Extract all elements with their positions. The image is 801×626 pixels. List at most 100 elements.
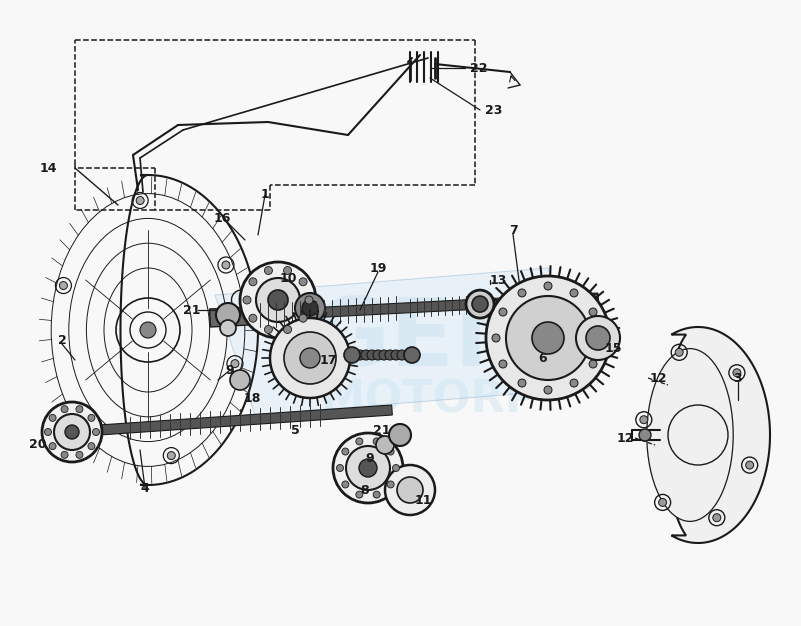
- Circle shape: [240, 262, 316, 338]
- Circle shape: [270, 318, 350, 398]
- Circle shape: [333, 433, 403, 503]
- Circle shape: [713, 514, 721, 521]
- Circle shape: [544, 282, 552, 290]
- Circle shape: [506, 296, 590, 380]
- Circle shape: [216, 303, 240, 327]
- Circle shape: [367, 350, 377, 360]
- Text: 20: 20: [30, 438, 46, 451]
- Circle shape: [54, 414, 90, 450]
- Text: 22: 22: [470, 61, 488, 74]
- Circle shape: [136, 197, 144, 205]
- Text: 14: 14: [39, 162, 57, 175]
- Circle shape: [344, 347, 360, 363]
- Text: 12: 12: [616, 431, 634, 444]
- Text: 7: 7: [509, 223, 517, 237]
- Circle shape: [404, 347, 420, 363]
- Circle shape: [379, 350, 389, 360]
- Circle shape: [387, 448, 394, 455]
- Text: 8: 8: [360, 483, 369, 496]
- Circle shape: [596, 334, 604, 342]
- Circle shape: [387, 481, 394, 488]
- Text: 23: 23: [485, 103, 502, 116]
- Circle shape: [75, 409, 83, 418]
- Circle shape: [544, 386, 552, 394]
- Text: 15: 15: [605, 342, 622, 354]
- Circle shape: [640, 416, 648, 424]
- Circle shape: [243, 296, 251, 304]
- Circle shape: [355, 350, 365, 360]
- Circle shape: [499, 308, 507, 316]
- Text: 9: 9: [366, 451, 374, 464]
- Circle shape: [346, 446, 390, 490]
- Circle shape: [61, 406, 68, 413]
- Circle shape: [222, 261, 230, 269]
- Circle shape: [65, 425, 79, 439]
- Circle shape: [300, 348, 320, 368]
- Circle shape: [295, 293, 325, 323]
- Circle shape: [249, 278, 257, 286]
- Circle shape: [264, 267, 272, 275]
- Text: 17: 17: [320, 354, 336, 366]
- Circle shape: [492, 334, 500, 342]
- Circle shape: [76, 451, 83, 458]
- Circle shape: [230, 370, 250, 390]
- Circle shape: [140, 322, 156, 338]
- Circle shape: [639, 429, 651, 441]
- Circle shape: [42, 402, 102, 462]
- Circle shape: [299, 278, 307, 286]
- Circle shape: [518, 289, 526, 297]
- Circle shape: [397, 350, 407, 360]
- Circle shape: [589, 360, 597, 368]
- Circle shape: [49, 414, 56, 421]
- Ellipse shape: [646, 349, 733, 521]
- Text: 1: 1: [260, 188, 269, 202]
- Circle shape: [385, 465, 435, 515]
- Polygon shape: [557, 294, 598, 304]
- Circle shape: [356, 438, 363, 445]
- Circle shape: [589, 308, 597, 316]
- Text: 16: 16: [213, 212, 231, 225]
- Circle shape: [167, 451, 175, 459]
- Circle shape: [373, 350, 383, 360]
- Circle shape: [376, 436, 394, 454]
- Text: 18: 18: [244, 391, 260, 404]
- Circle shape: [361, 350, 371, 360]
- Circle shape: [284, 326, 292, 334]
- Circle shape: [284, 267, 292, 275]
- Circle shape: [356, 491, 363, 498]
- Text: 4: 4: [141, 481, 149, 495]
- Circle shape: [391, 350, 401, 360]
- Text: 12: 12: [650, 371, 666, 384]
- Circle shape: [532, 322, 564, 354]
- Circle shape: [88, 443, 95, 449]
- Circle shape: [746, 461, 754, 469]
- Circle shape: [733, 369, 741, 377]
- Circle shape: [518, 379, 526, 387]
- Text: 13: 13: [490, 274, 507, 287]
- Circle shape: [220, 320, 236, 336]
- Text: GEM: GEM: [312, 294, 548, 386]
- Text: 2: 2: [58, 334, 66, 347]
- Text: 6: 6: [539, 352, 547, 364]
- Text: 11: 11: [415, 493, 433, 506]
- Circle shape: [486, 276, 610, 400]
- Circle shape: [342, 448, 349, 455]
- Circle shape: [61, 451, 68, 458]
- Polygon shape: [210, 293, 598, 323]
- Circle shape: [305, 296, 313, 304]
- Circle shape: [570, 379, 578, 387]
- Polygon shape: [666, 327, 770, 543]
- Text: 19: 19: [369, 262, 387, 274]
- Circle shape: [466, 290, 494, 318]
- Circle shape: [256, 278, 300, 322]
- Circle shape: [389, 424, 411, 446]
- Circle shape: [59, 282, 67, 290]
- Polygon shape: [70, 405, 392, 437]
- Circle shape: [45, 429, 51, 436]
- Circle shape: [472, 296, 488, 312]
- Text: 10: 10: [280, 272, 297, 284]
- Circle shape: [284, 332, 336, 384]
- Text: 9: 9: [226, 364, 235, 376]
- Circle shape: [264, 326, 272, 334]
- Circle shape: [576, 316, 620, 360]
